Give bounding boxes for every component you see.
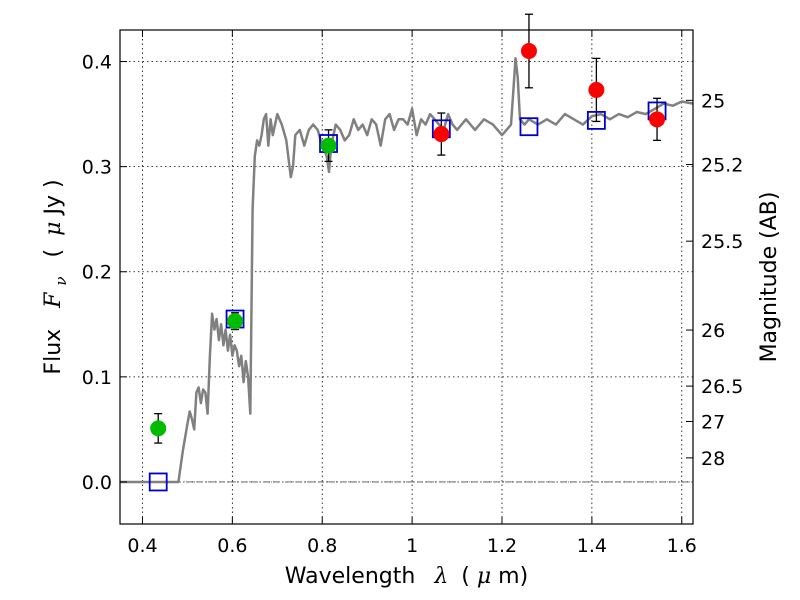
green-photometry-point	[320, 137, 337, 154]
spectrum-line	[120, 57, 694, 484]
x-label-open: (	[461, 564, 470, 589]
axes-frame	[119, 29, 694, 525]
green-photometry-point	[227, 313, 244, 330]
x-tick-label: 1.2	[487, 535, 517, 557]
x-axis-label: Wavelength λ ( μ m)	[285, 564, 528, 589]
grid-lines	[120, 30, 693, 524]
y-label-unit: Jy )	[41, 179, 66, 216]
y-label-prefix: Flux	[41, 329, 66, 375]
red-photometry-point	[649, 111, 666, 128]
red-photometry-point	[588, 81, 605, 98]
y-tick-label: 0.4	[82, 52, 112, 74]
x-label-symbol: λ	[433, 564, 448, 589]
x-tick-label: 0.4	[127, 535, 157, 557]
magnitude-tick-label: 25.5	[701, 231, 743, 253]
y-label-symbol: F	[41, 292, 66, 309]
y-tick-label: 0.1	[82, 367, 112, 389]
model-photometry-square	[148, 472, 168, 492]
model-photometry-square	[519, 117, 539, 137]
y-label-mu: μ	[41, 222, 66, 236]
x-label-mu: μ	[477, 564, 491, 589]
y-tick-label: 0.2	[82, 262, 112, 284]
red-photometry-point	[433, 126, 450, 143]
magnitude-tick-label: 26	[701, 320, 725, 342]
magnitude-tick-label: 26.5	[701, 376, 743, 398]
y-axis-label: Flux F ν ( μ Jy )	[41, 179, 72, 374]
x-tick-label: 0.8	[307, 535, 337, 557]
red-photometry-point	[520, 43, 537, 60]
y-tick-label: 0.0	[82, 472, 112, 494]
x-label-prefix: Wavelength	[285, 564, 416, 589]
plot-area	[120, 13, 694, 492]
x-label-unit: m)	[498, 564, 528, 589]
model-photometry-square	[586, 110, 606, 130]
magnitude-tick-label: 27	[701, 411, 725, 433]
x-tick-label: 1	[406, 535, 418, 557]
x-tick-label: 1.6	[667, 535, 697, 557]
magnitude-tick-label: 28	[701, 448, 725, 470]
x-tick-label: 1.4	[577, 535, 607, 557]
y-label-open: (	[41, 249, 66, 258]
magnitude-tick-label: 25	[701, 90, 725, 112]
axis-ticks: 0.4 0.6 0.8 1 1.2 1.4 1.6 0.0 0.1 0.2 0.3 0.4 25 25.2…	[82, 30, 743, 557]
y-label-subscript: ν	[52, 276, 70, 285]
y-tick-label: 0.3	[82, 157, 112, 179]
magnitude-tick-label: 25.2	[701, 155, 743, 177]
magnitude-axis-label: Magnitude (AB)	[757, 192, 782, 363]
x-tick-label: 0.6	[217, 535, 247, 557]
green-photometry-point	[150, 420, 167, 437]
